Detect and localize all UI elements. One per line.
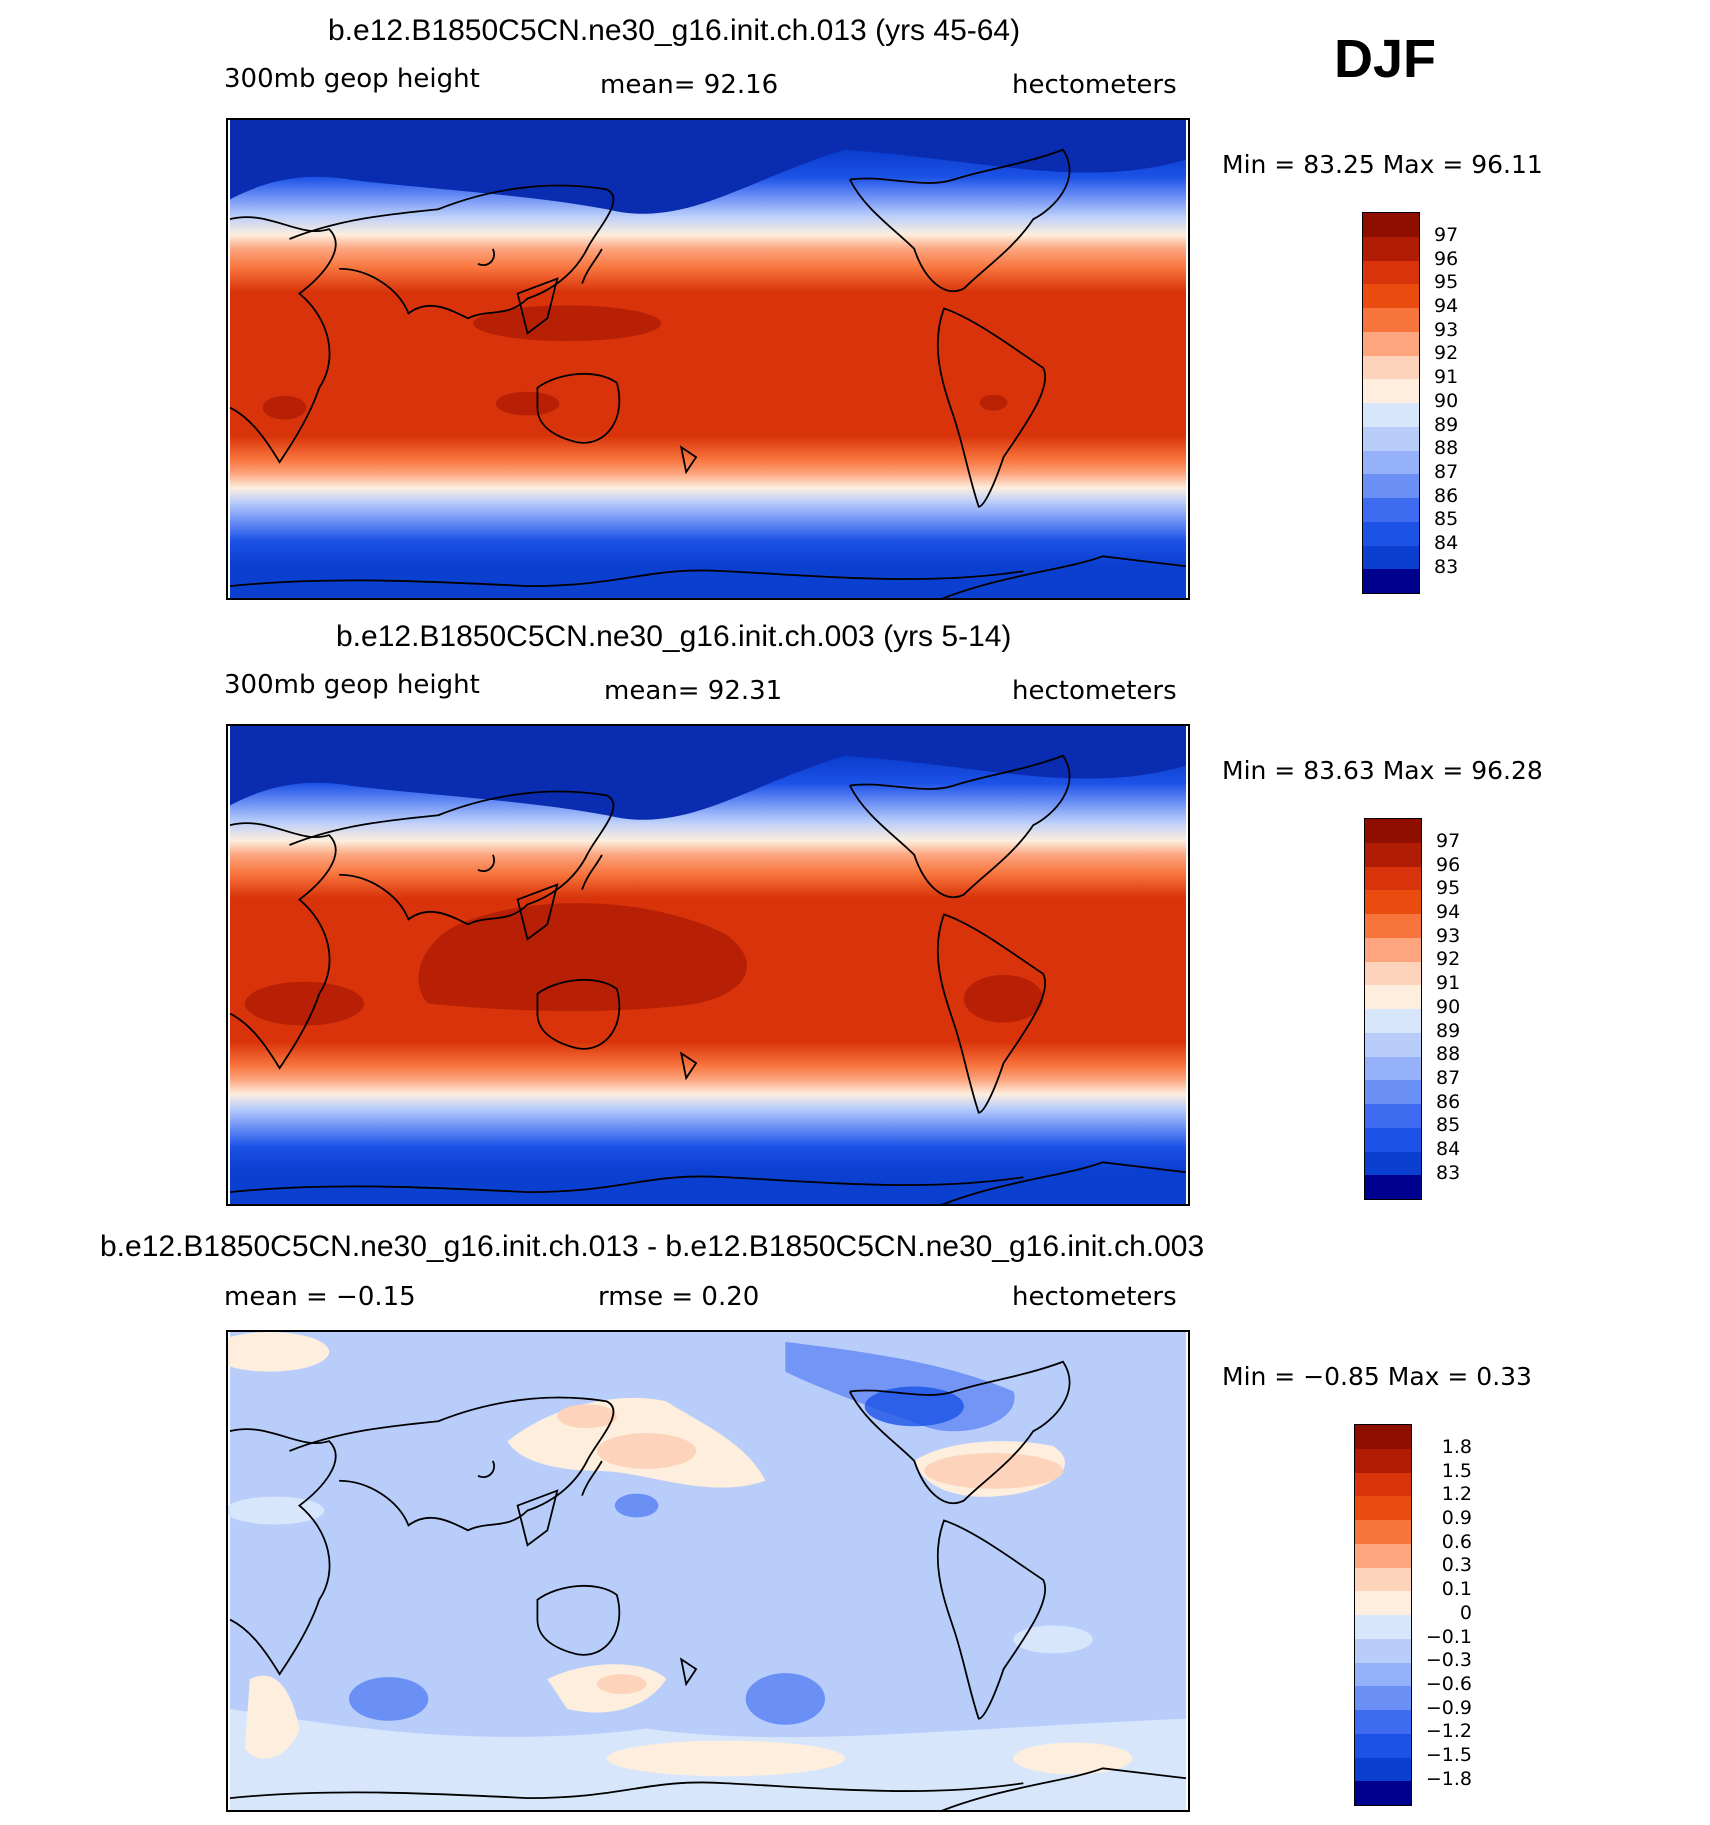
colorbar-tick: 90 <box>1436 995 1461 1018</box>
panel3-units-label: hectometers <box>1012 1282 1177 1312</box>
panel2-title: b.e12.B1850C5CN.ne30_g16.init.ch.003 (yr… <box>336 620 1012 653</box>
panel2-mean-label: mean= 92.31 <box>604 676 783 706</box>
panel3-coastlines <box>229 1360 1187 1810</box>
colorbar-tick: −0.1 <box>1425 1625 1472 1648</box>
colorbar-tick: −0.9 <box>1425 1696 1472 1719</box>
panel2-minmax: Min = 83.63 Max = 96.28 <box>1222 756 1543 785</box>
colorbar-tick: 88 <box>1434 437 1459 460</box>
colorbar-tick: 0 <box>1459 1601 1472 1624</box>
colorbar-tick: 89 <box>1436 1019 1461 1042</box>
colorbar-tick: 92 <box>1436 948 1461 971</box>
colorbar-tick: 92 <box>1434 342 1459 365</box>
panel1-colorbar <box>1362 212 1420 594</box>
colorbar-tick: 86 <box>1436 1090 1461 1113</box>
panel2-colorbar <box>1364 818 1422 1200</box>
colorbar-tick: 87 <box>1434 460 1459 483</box>
colorbar-tick: 84 <box>1434 531 1459 554</box>
panel3-title: b.e12.B1850C5CN.ne30_g16.init.ch.013 - b… <box>100 1230 1205 1263</box>
colorbar-tick: 94 <box>1434 295 1459 318</box>
panel2-coastlines <box>229 754 1187 1204</box>
colorbar-tick: 1.2 <box>1441 1483 1472 1506</box>
colorbar-tick: 1.8 <box>1441 1436 1472 1458</box>
colorbar-tick: 88 <box>1436 1043 1461 1066</box>
colorbar-tick: −0.6 <box>1425 1672 1472 1695</box>
colorbar-tick: 97 <box>1436 830 1461 852</box>
colorbar-tick: 91 <box>1436 972 1461 995</box>
colorbar-tick: 96 <box>1436 853 1461 876</box>
panel1-minmax: Min = 83.25 Max = 96.11 <box>1222 150 1543 179</box>
colorbar-tick: 87 <box>1436 1066 1461 1089</box>
colorbar-tick: 90 <box>1434 389 1459 412</box>
colorbar-tick: −0.3 <box>1425 1649 1472 1672</box>
colorbar-tick: 83 <box>1436 1161 1461 1184</box>
colorbar-tick: 0.1 <box>1441 1578 1472 1601</box>
panel3-rmse-label: rmse = 0.20 <box>598 1282 760 1312</box>
colorbar-tick: −1.8 <box>1425 1767 1472 1790</box>
panel3-colorbar <box>1354 1424 1412 1806</box>
colorbar-tick: 96 <box>1434 247 1459 270</box>
panel1-units-label: hectometers <box>1012 70 1177 100</box>
colorbar-tick: 89 <box>1434 413 1459 436</box>
panel2-map <box>226 724 1190 1206</box>
colorbar-tick: 84 <box>1436 1137 1461 1160</box>
colorbar-tick: 86 <box>1434 484 1459 507</box>
panel3-minmax: Min = −0.85 Max = 0.33 <box>1222 1362 1532 1391</box>
colorbar-tick: 93 <box>1434 318 1459 341</box>
panel2-variable-label: 300mb geop height <box>224 670 480 700</box>
colorbar-tick: 0.9 <box>1441 1507 1472 1530</box>
colorbar-tick: −1.5 <box>1425 1743 1472 1766</box>
panel1-map <box>226 118 1190 600</box>
colorbar-tick: 0.3 <box>1441 1554 1472 1577</box>
colorbar-tick: −1.2 <box>1425 1720 1472 1743</box>
panel2-colorbar-labels: 97 96 95 94 93 92 91 90 89 88 87 86 85 8… <box>1436 830 1496 1185</box>
colorbar-tick: 85 <box>1434 508 1459 531</box>
panel3-map <box>226 1330 1190 1812</box>
colorbar-tick: 1.5 <box>1441 1459 1472 1482</box>
panel1-colorbar-labels: 97 96 95 94 93 92 91 90 89 88 87 86 85 8… <box>1434 224 1494 579</box>
colorbar-tick: 93 <box>1436 924 1461 947</box>
panel3-mean-label: mean = −0.15 <box>224 1282 416 1312</box>
panel1-coastlines <box>229 148 1187 598</box>
colorbar-tick: 83 <box>1434 555 1459 578</box>
colorbar-tick: 95 <box>1434 271 1459 294</box>
panel1-mean-label: mean= 92.16 <box>600 70 779 100</box>
colorbar-tick: 95 <box>1436 877 1461 900</box>
panel1-title: b.e12.B1850C5CN.ne30_g16.init.ch.013 (yr… <box>328 14 1021 47</box>
colorbar-tick: 0.6 <box>1441 1530 1472 1553</box>
colorbar-tick: 85 <box>1436 1114 1461 1137</box>
panel1-variable-label: 300mb geop height <box>224 64 480 94</box>
colorbar-tick: 94 <box>1436 901 1461 924</box>
colorbar-tick: 97 <box>1434 224 1459 246</box>
colorbar-tick: 91 <box>1434 366 1459 389</box>
panel3-colorbar-labels: 1.8 1.5 1.2 0.9 0.6 0.3 0.1 0 −0.1 −0.3 … <box>1424 1436 1494 1791</box>
panel2-units-label: hectometers <box>1012 676 1177 706</box>
season-label: DJF <box>1334 29 1437 89</box>
